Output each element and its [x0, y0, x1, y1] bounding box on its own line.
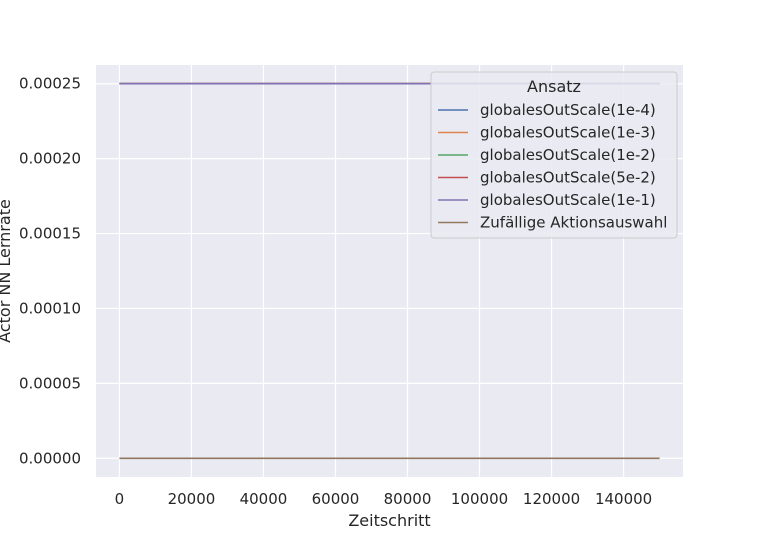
y-tick-label: 0.00020 — [19, 150, 81, 168]
x-tick-label: 80000 — [384, 490, 432, 508]
y-tick-label: 0.00010 — [19, 299, 81, 317]
legend-label: Zufällige Aktionsauswahl — [480, 214, 667, 232]
x-tick-label: 60000 — [312, 490, 360, 508]
y-tick-label: 0.00025 — [19, 75, 81, 93]
x-tick-label: 100000 — [451, 490, 508, 508]
legend: Ansatz globalesOutScale(1e-4)globalesOut… — [430, 71, 678, 239]
x-tick-label: 20000 — [168, 490, 216, 508]
x-tick-label: 0 — [115, 490, 125, 508]
legend-label: globalesOutScale(1e-4) — [480, 101, 656, 119]
x-tick-label: 40000 — [240, 490, 288, 508]
legend-items: globalesOutScale(1e-4) globalesOutScale(1… — [438, 101, 667, 232]
y-axis-ticks: 0.00000 0.00005 0.00010 0.00015 0.00020 0.000… — [19, 75, 81, 468]
y-tick-label: 0.00000 — [19, 449, 81, 467]
x-axis-label: Zeitschritt — [348, 511, 430, 530]
x-tick-label: 140000 — [595, 490, 652, 508]
x-axis-ticks: 0 20000 40000 60000 80000 100000 120000 140000 — [115, 490, 653, 508]
legend-label: globalesOutScale(1e-3) — [480, 124, 656, 142]
legend-label: globalesOutScale(5e-2) — [480, 169, 656, 187]
y-axis-label: Actor NN Lernrate — [0, 199, 14, 343]
legend-label: globalesOutScale(1e-2) — [480, 146, 656, 164]
legend-label: globalesOutScale(1e-1) — [480, 191, 656, 209]
x-tick-label: 120000 — [523, 490, 580, 508]
legend-box — [430, 71, 678, 239]
y-tick-label: 0.00005 — [19, 374, 81, 392]
y-tick-label: 0.00015 — [19, 225, 81, 243]
legend-title: Ansatz — [527, 77, 581, 96]
